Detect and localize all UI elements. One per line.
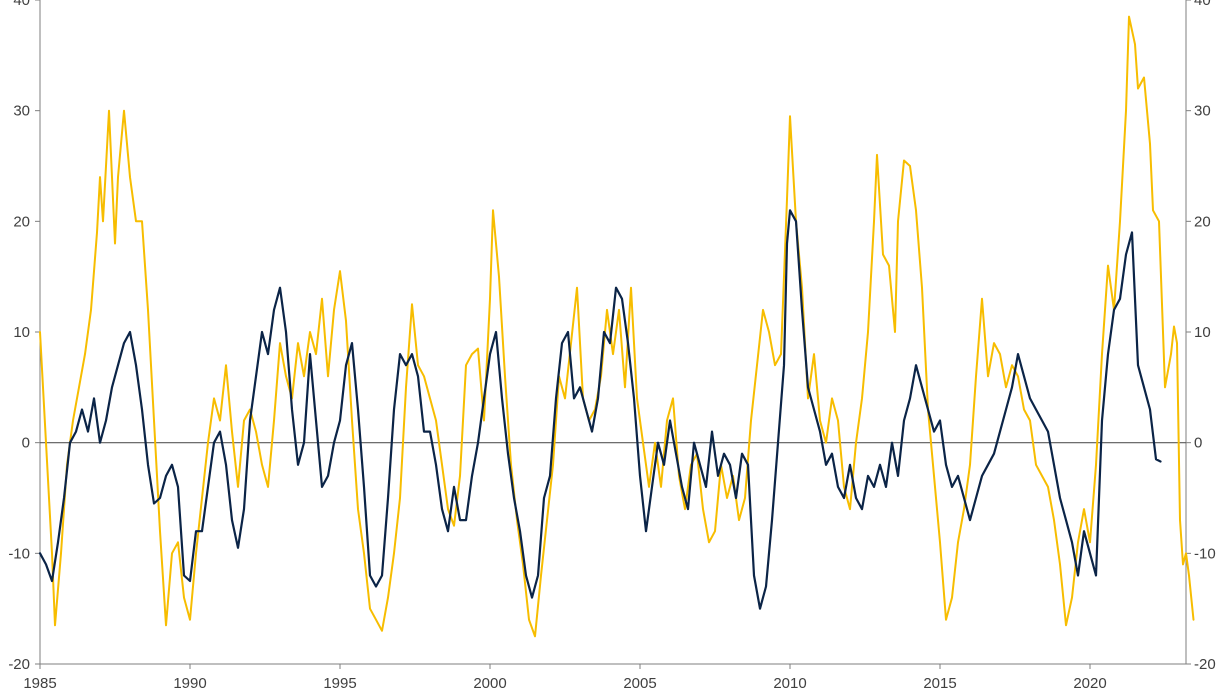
x-tick-label: 1995 — [323, 675, 356, 690]
x-tick-label: 2000 — [473, 675, 506, 690]
y-tick-label-left: -20 — [8, 656, 30, 673]
y-tick-label-left: 0 — [22, 435, 30, 452]
x-tick-label: 2005 — [623, 675, 656, 690]
x-tick-label: 2010 — [773, 675, 806, 690]
y-tick-label-right: 10 — [1194, 324, 1211, 341]
y-tick-label-left: 30 — [13, 103, 30, 120]
x-tick-label: 1985 — [23, 675, 56, 690]
y-tick-label-left: -10 — [8, 545, 30, 562]
x-tick-label: 2020 — [1073, 675, 1106, 690]
y-tick-label-right: 0 — [1194, 435, 1202, 452]
y-tick-label-right: 40 — [1194, 0, 1211, 9]
y-tick-label-left: 10 — [13, 324, 30, 341]
x-tick-label: 2015 — [923, 675, 956, 690]
y-tick-label-left: 20 — [13, 213, 30, 230]
x-tick-label: 1990 — [173, 675, 206, 690]
y-tick-label-right: 30 — [1194, 103, 1211, 120]
y-tick-label-right: 20 — [1194, 213, 1211, 230]
y-tick-label-left: 40 — [13, 0, 30, 9]
y-tick-label-right: -10 — [1194, 545, 1216, 562]
navy-series-line — [38, 209, 1162, 610]
series-group — [38, 15, 1195, 638]
y-tick-label-right: -20 — [1194, 656, 1216, 673]
gold-series-line — [39, 15, 1195, 638]
